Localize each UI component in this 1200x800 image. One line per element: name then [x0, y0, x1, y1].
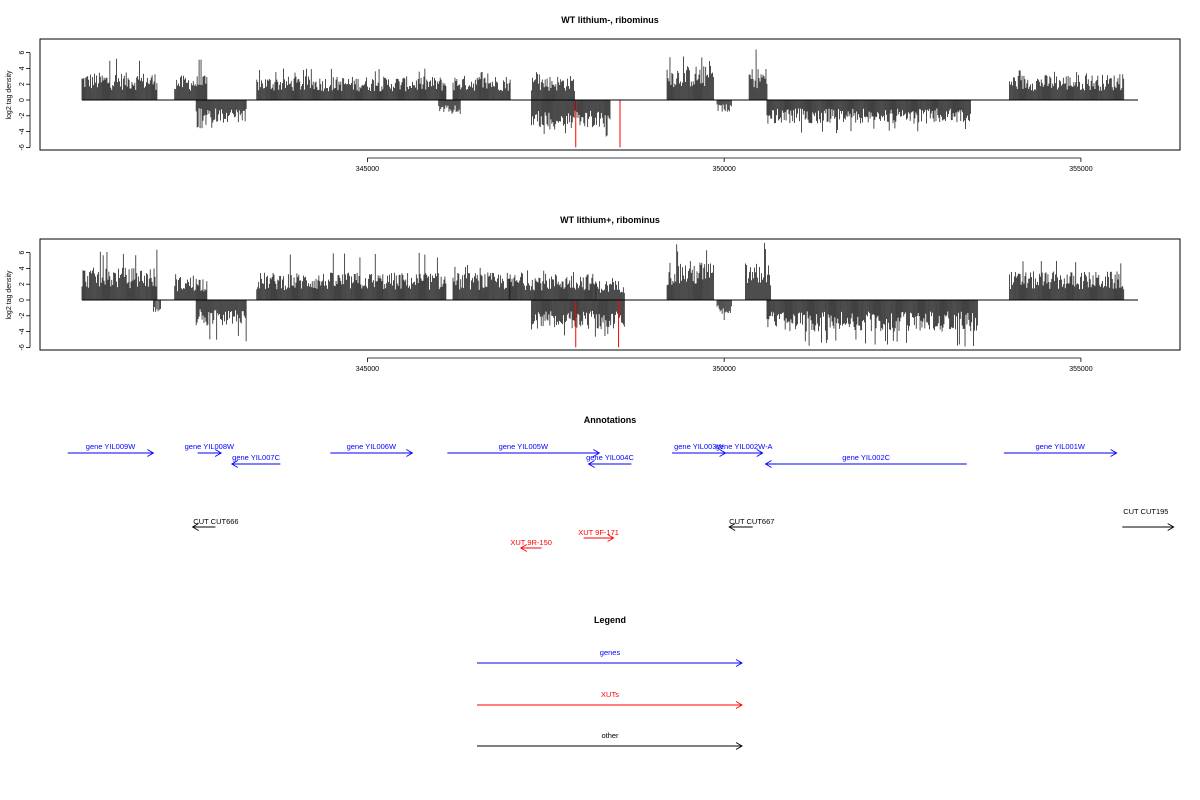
cut-arrow — [728, 523, 753, 531]
gene-label: gene YIL004C — [586, 453, 634, 462]
y-tick-label: 4 — [19, 266, 26, 270]
cut-arrow — [1122, 523, 1175, 531]
gene-arrow — [725, 449, 764, 457]
legend-label: other — [601, 731, 619, 740]
legend-item: other — [477, 731, 743, 750]
plot-frame — [39, 38, 1181, 151]
y-tick-label: -4 — [19, 128, 26, 134]
legend-panel: Legend genes XUTs other — [477, 615, 743, 750]
y-tick-label: -6 — [19, 344, 26, 350]
y-tick-label: -2 — [19, 313, 26, 319]
x-tick-label: 355000 — [1069, 366, 1092, 373]
gene-label: gene YIL009W — [86, 442, 136, 451]
y-axis-label: log2 tag density — [6, 70, 13, 120]
gene-arrow — [587, 460, 632, 468]
y-tick-label: 6 — [19, 251, 26, 255]
xut-label: XUT 9R-150 — [510, 538, 552, 547]
x-tick-label: 350000 — [712, 166, 735, 173]
y-tick-label: 0 — [19, 98, 26, 102]
bar-series — [81, 242, 1138, 348]
y-tick-label: -2 — [19, 113, 26, 119]
gene-label: gene YIL002C — [842, 453, 890, 462]
chart-title: WT lithium+, ribominus — [560, 215, 660, 225]
plot-frame — [39, 238, 1181, 351]
legend-label: genes — [600, 648, 621, 657]
y-axis-label: log2 tag density — [6, 270, 13, 320]
bar-series — [81, 49, 1138, 148]
gene-arrow — [447, 449, 601, 457]
y-tick-label: -6 — [19, 144, 26, 150]
gene-label: gene YIL001W — [1035, 442, 1085, 451]
y-tick-label: 6 — [19, 51, 26, 55]
xut-arrow — [519, 544, 542, 552]
gene-arrow — [230, 460, 281, 468]
annotation-features: gene YIL009W gene YIL008W gene YIL007C gene… — [67, 442, 1175, 552]
y-axis: -6 -4 -2 0 2 4 6 — [19, 251, 31, 351]
legend-items: genes XUTs other — [477, 648, 743, 750]
gene-label: gene YIL005W — [499, 442, 549, 451]
chart-panel-lithium-plus: WT lithium+, ribominus log2 tag density … — [6, 215, 1181, 373]
cut-label: CUT CUT666 — [193, 517, 238, 526]
legend-label: XUTs — [601, 690, 619, 699]
y-tick-label: 4 — [19, 66, 26, 70]
legend-title: Legend — [594, 615, 626, 625]
y-axis: -6 -4 -2 0 2 4 6 — [19, 51, 31, 151]
annotations-panel: Annotations gene YIL009W gene YIL008Wgene… — [67, 415, 1175, 552]
gene-label: gene YIL008W — [185, 442, 235, 451]
x-tick-label: 345000 — [356, 166, 379, 173]
gene-label: gene YIL007C — [232, 453, 280, 462]
y-tick-label: -4 — [19, 328, 26, 334]
cut-arrow — [191, 523, 216, 531]
gene-arrow — [1003, 449, 1118, 457]
y-tick-label: 0 — [19, 298, 26, 302]
xut-arrow — [583, 534, 615, 542]
gene-arrow — [330, 449, 414, 457]
x-tick-label: 355000 — [1069, 166, 1092, 173]
gene-label: gene YIL006W — [347, 442, 397, 451]
gene-label: gene YIL003W — [674, 442, 724, 451]
gene-label: gene YIL002W-A — [716, 442, 773, 451]
x-axis: 345000 350000 355000 — [356, 357, 1093, 373]
gene-arrow — [197, 449, 223, 457]
y-tick-label: 2 — [19, 282, 26, 286]
y-tick-label: 2 — [19, 82, 26, 86]
gene-arrow — [67, 449, 155, 457]
chart-title: WT lithium-, ribominus — [561, 15, 659, 25]
gene-arrow — [764, 460, 967, 468]
legend-item: genes — [477, 648, 743, 667]
x-tick-label: 345000 — [356, 366, 379, 373]
xut-label: XUT 9F-171 — [578, 528, 619, 537]
annotations-title: Annotations — [584, 415, 637, 425]
legend-item: XUTs — [477, 690, 743, 709]
cut-label: CUT CUT195 — [1123, 507, 1168, 516]
cut-label: CUT CUT667 — [729, 517, 774, 526]
x-tick-label: 350000 — [712, 366, 735, 373]
chart-panel-lithium-minus: WT lithium-, ribominus log2 tag density … — [6, 15, 1181, 173]
x-axis: 345000 350000 355000 — [356, 157, 1093, 173]
